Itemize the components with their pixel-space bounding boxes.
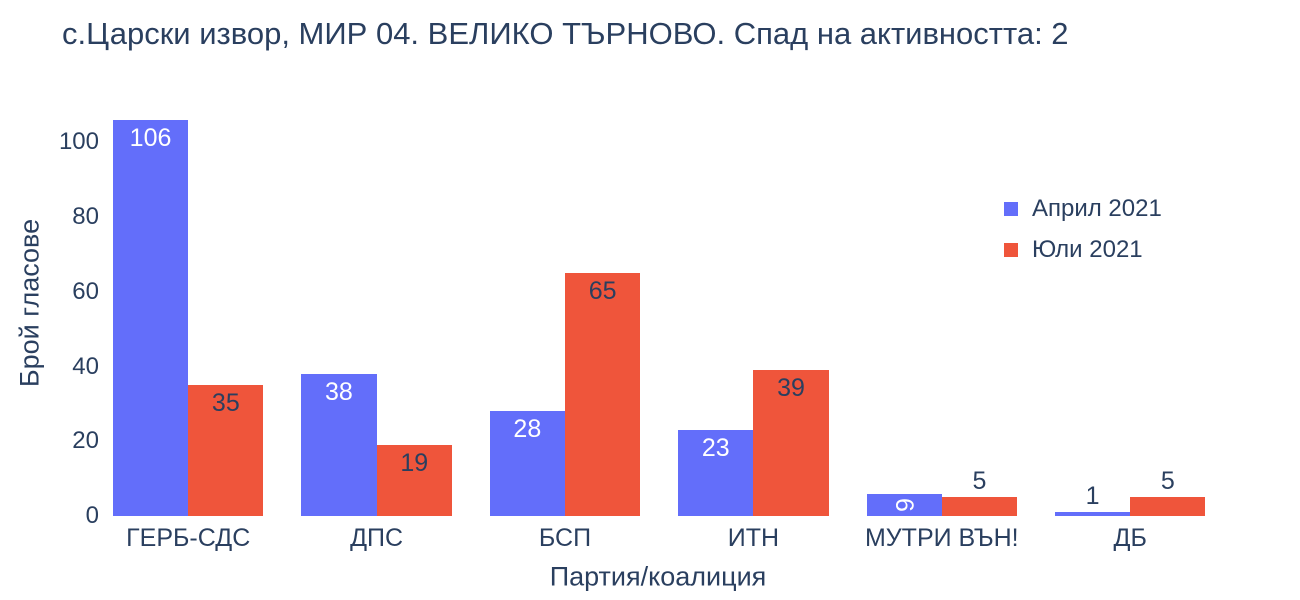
legend-label-april: Април 2021 xyxy=(1032,195,1162,222)
x-tick-label: ИТН xyxy=(727,524,780,552)
x-tick-label: БСП xyxy=(538,524,592,552)
y-tick-label: 80 xyxy=(72,203,99,231)
legend-swatch-april-icon xyxy=(1004,202,1018,216)
x-tick-label: ГЕРБ-СДС xyxy=(126,524,251,552)
bar-juli-4: 5 xyxy=(941,467,1018,516)
x-tick-label: ДБ xyxy=(1113,524,1147,552)
bar-april-3: 23 xyxy=(678,430,754,516)
chart-title: с.Царски извор, МИР 04. ВЕЛИКО ТЪРНОВО. … xyxy=(62,16,1069,51)
bar-april-1: 38 xyxy=(301,374,377,516)
y-tick-label: 60 xyxy=(72,277,99,305)
y-tick-label: 40 xyxy=(72,352,99,380)
bar-value-label: 5 xyxy=(1160,467,1175,496)
bar-juli-5: 5 xyxy=(1130,467,1206,516)
y-tick-label: 20 xyxy=(72,427,99,455)
x-tick-label: МУТРИ ВЪН! xyxy=(864,524,1019,552)
bar-juli-3: 39 xyxy=(753,370,829,516)
bar-juli-0: 35 xyxy=(188,385,264,516)
bar-april-0: 106 xyxy=(112,120,189,516)
legend-item-juli-2021: Юли 2021 xyxy=(1004,236,1162,264)
bar-value-label: 65 xyxy=(588,277,617,306)
bar-value-label: 106 xyxy=(129,124,172,152)
y-tick-label: 0 xyxy=(85,502,99,529)
y-tick-label: 100 xyxy=(58,128,99,156)
x-tick-label: ДПС xyxy=(350,524,404,552)
bar-value-label: 28 xyxy=(513,415,542,444)
legend-item-april-2021: Април 2021 xyxy=(1004,195,1162,223)
bar-value-label: 19 xyxy=(400,449,429,478)
legend-swatch-juli-icon xyxy=(1004,243,1018,257)
bar-value-label: 6 xyxy=(890,497,919,512)
legend: Април 2021 Юли 2021 xyxy=(1004,195,1162,277)
bar-juli-2: 65 xyxy=(565,273,641,516)
bar-value-label: 5 xyxy=(972,467,987,496)
bar-april-2: 28 xyxy=(489,411,565,516)
bar-april-4: 6 xyxy=(866,493,942,516)
bar-value-label: 39 xyxy=(777,374,805,403)
bar-value-label: 1 xyxy=(1085,482,1100,511)
bar-value-label: 38 xyxy=(325,378,353,407)
bar-april-5: 1 xyxy=(1054,482,1131,516)
x-axis-title: Партия/коалиция xyxy=(549,561,767,592)
bar-value-label: 35 xyxy=(211,389,240,418)
bar-value-label: 23 xyxy=(701,434,730,463)
bar-juli-1: 19 xyxy=(376,445,452,516)
legend-label-juli: Юли 2021 xyxy=(1032,236,1143,263)
